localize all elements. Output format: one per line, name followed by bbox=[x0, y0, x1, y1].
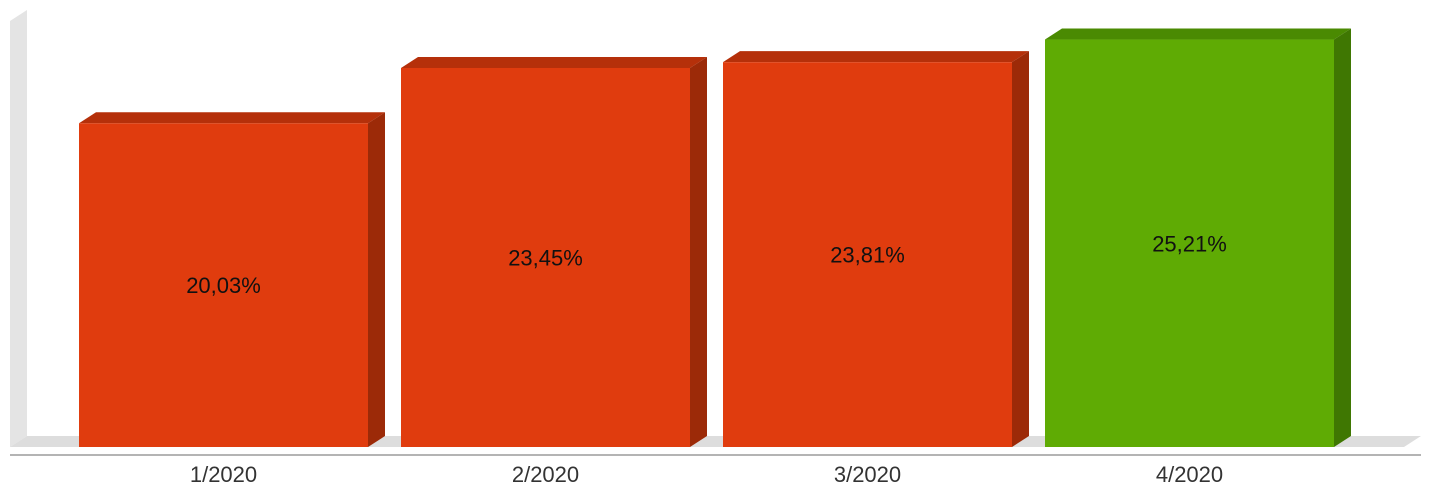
chart-wall bbox=[10, 10, 27, 447]
bar-front-face bbox=[79, 123, 368, 447]
bar-side-face bbox=[1012, 51, 1029, 448]
x-tick-label: 3/2020 bbox=[834, 462, 901, 487]
bar-top-face bbox=[401, 56, 707, 68]
bar-side-face bbox=[368, 112, 385, 447]
bar-top-face bbox=[723, 51, 1029, 63]
bar-top-face bbox=[1045, 28, 1351, 40]
bar-series: 20,03% 23,45% 23,81% 25,21% bbox=[79, 28, 1351, 448]
bar-value-label: 20,03% bbox=[186, 273, 261, 298]
bar-3: 23,81% bbox=[723, 51, 1029, 448]
x-tick-label: 2/2020 bbox=[512, 462, 579, 487]
bar-side-face bbox=[1334, 28, 1351, 448]
bar-side-face bbox=[690, 56, 707, 448]
x-tick-label: 4/2020 bbox=[1156, 462, 1223, 487]
bar-front-face bbox=[401, 67, 690, 448]
bar-top-face bbox=[79, 112, 385, 124]
x-tick-label: 1/2020 bbox=[190, 462, 257, 487]
bar-value-label: 25,21% bbox=[1152, 231, 1227, 256]
bar-2: 23,45% bbox=[401, 56, 707, 448]
bar-1: 20,03% bbox=[79, 112, 385, 447]
bar-front-face bbox=[723, 62, 1012, 448]
bar-front-face bbox=[1045, 39, 1334, 448]
bar-value-label: 23,81% bbox=[830, 243, 905, 268]
bar-4: 25,21% bbox=[1045, 28, 1351, 448]
x-axis-ticks: 1/2020 2/2020 3/2020 4/2020 bbox=[190, 462, 1223, 487]
bar-value-label: 23,45% bbox=[508, 245, 583, 270]
